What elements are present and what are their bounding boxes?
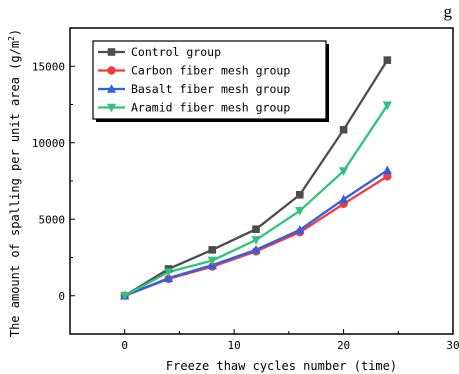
data-point-2-3 xyxy=(251,245,261,254)
y-axis-label: The amount of spalling per unit area (g/… xyxy=(7,29,22,337)
legend-swatch-marker xyxy=(107,48,116,56)
data-point-2-1 xyxy=(163,273,174,282)
x-tick-label: 0 xyxy=(121,339,128,352)
data-point-3-3 xyxy=(251,236,261,245)
legend-swatch-marker xyxy=(106,103,117,113)
data-point-1-6 xyxy=(383,172,392,181)
legend-swatch-marker xyxy=(106,84,117,93)
y-tick-label: 5000 xyxy=(39,213,66,226)
data-point-3-1 xyxy=(163,268,174,277)
clipped-title-fragment: g xyxy=(444,2,453,21)
data-point-0-6 xyxy=(383,56,392,64)
data-point-2-4 xyxy=(295,225,305,234)
data-point-2-5 xyxy=(338,194,349,204)
y-tick-label: 15000 xyxy=(32,60,65,73)
series-line-2 xyxy=(124,169,388,297)
data-point-3-0 xyxy=(120,291,130,301)
data-point-2-6 xyxy=(382,165,392,175)
x-tick-label: 30 xyxy=(446,339,459,352)
data-point-3-4 xyxy=(295,207,305,216)
legend-label: Carbon fiber mesh group xyxy=(131,64,290,78)
axis-ticks: 0 10 20 30 0 5000 10000 15000 xyxy=(32,27,459,352)
y-tick-label: 0 xyxy=(58,290,65,303)
data-point-3-5 xyxy=(338,167,349,176)
series-markers xyxy=(120,56,392,301)
legend-label: Aramid fiber mesh group xyxy=(131,101,290,115)
legend: Control group Carbon fiber mesh group Basa… xyxy=(92,40,329,122)
data-point-0-2 xyxy=(208,246,217,254)
legend-swatch-marker xyxy=(107,66,116,75)
data-point-0-5 xyxy=(339,125,348,134)
data-point-3-2 xyxy=(207,256,217,266)
y-tick-label: 10000 xyxy=(32,137,65,150)
x-tick-label: 10 xyxy=(228,339,241,352)
data-point-0-4 xyxy=(296,190,304,199)
x-tick-label: 20 xyxy=(337,339,350,352)
legend-box xyxy=(92,40,327,120)
data-point-3-6 xyxy=(382,101,392,111)
x-axis-label: Freeze thaw cycles number (time) xyxy=(166,359,397,373)
data-point-0-3 xyxy=(252,225,260,233)
legend-label: Control group xyxy=(131,45,221,59)
legend-label: Basalt fiber mesh group xyxy=(131,82,290,96)
series-line-1 xyxy=(124,175,388,297)
